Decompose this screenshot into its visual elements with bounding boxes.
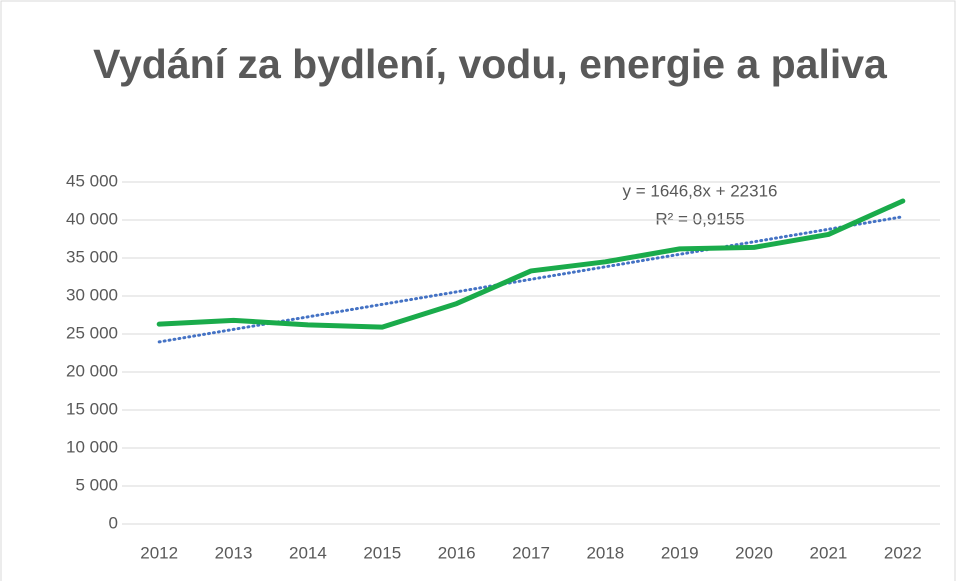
x-tick-label: 2022: [884, 543, 922, 562]
chart-title: Vydání za bydlení, vodu, energie a paliv…: [93, 41, 887, 87]
y-tick-label: 30 000: [66, 285, 118, 304]
x-tick-label: 2017: [512, 543, 550, 562]
x-tick-label: 2020: [735, 543, 773, 562]
y-tick-label: 0: [109, 513, 118, 532]
data-line: [156, 198, 906, 330]
y-tick-label: 35 000: [66, 247, 118, 266]
trend-r-squared: R² = 0,9155: [655, 209, 744, 228]
x-tick-label: 2013: [215, 543, 253, 562]
y-tick-label: 20 000: [66, 361, 118, 380]
x-tick-label: 2016: [438, 543, 476, 562]
y-tick-label: 5 000: [75, 475, 118, 494]
y-tick-label: 15 000: [66, 399, 118, 418]
y-tick-label: 10 000: [66, 437, 118, 456]
x-tick-label: 2019: [661, 543, 699, 562]
x-tick-label: 2021: [810, 543, 848, 562]
y-tick-label: 45 000: [66, 171, 118, 190]
x-tick-label: 2012: [140, 543, 178, 562]
y-tick-label: 40 000: [66, 209, 118, 228]
x-tick-label: 2018: [586, 543, 624, 562]
y-tick-label: 25 000: [66, 323, 118, 342]
x-tick-label: 2014: [289, 543, 327, 562]
x-tick-label: 2015: [363, 543, 401, 562]
trend-equation: y = 1646,8x + 22316: [622, 181, 777, 200]
